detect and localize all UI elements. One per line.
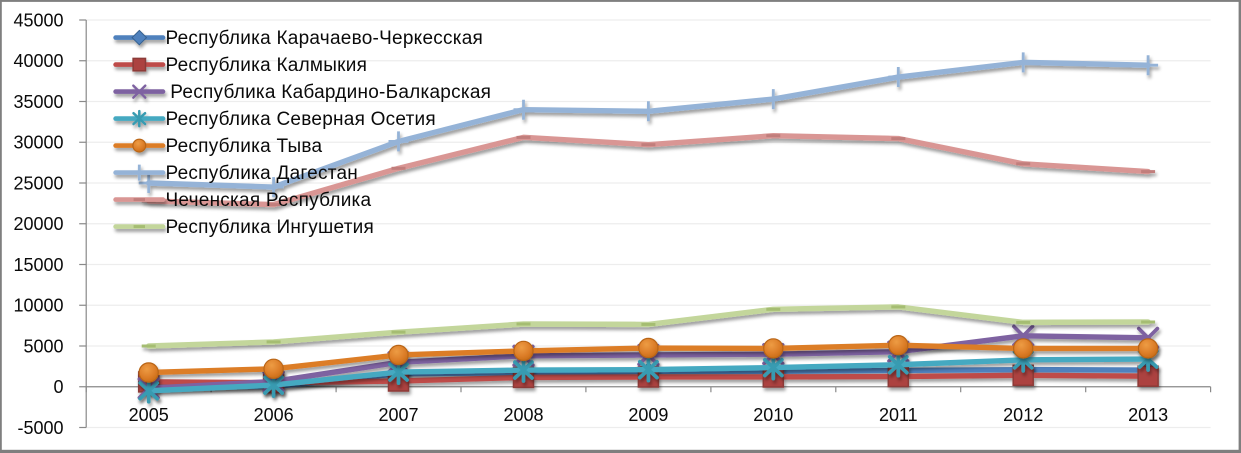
svg-text:2009: 2009 xyxy=(628,405,668,425)
svg-text:Республика Тыва: Республика Тыва xyxy=(166,136,323,157)
svg-text:15000: 15000 xyxy=(13,255,63,275)
svg-text:2011: 2011 xyxy=(879,405,918,425)
svg-text:2005: 2005 xyxy=(129,405,169,425)
svg-text:Республика Калмыкия: Республика Калмыкия xyxy=(166,55,368,76)
svg-text:2008: 2008 xyxy=(503,405,543,425)
svg-text:2007: 2007 xyxy=(378,405,418,425)
svg-text:Чеченская Республика: Чеченская Республика xyxy=(166,190,372,211)
svg-text:5000: 5000 xyxy=(23,336,63,356)
svg-text:Республика Ингушетия: Республика Ингушетия xyxy=(166,217,375,238)
svg-text:Республика Дагестан: Республика Дагестан xyxy=(166,163,359,184)
svg-text:Республика Кабардино-Балкарска: Республика Кабардино-Балкарская xyxy=(170,82,491,103)
svg-text:2010: 2010 xyxy=(753,405,793,425)
svg-text:45000: 45000 xyxy=(13,10,63,30)
svg-text:40000: 40000 xyxy=(13,51,63,71)
svg-text:0: 0 xyxy=(53,377,63,397)
svg-text:25000: 25000 xyxy=(13,173,63,193)
svg-text:Республика Северная Осетия: Республика Северная Осетия xyxy=(166,109,436,130)
svg-text:30000: 30000 xyxy=(13,133,63,153)
svg-text:-5000: -5000 xyxy=(17,418,63,438)
svg-text:Республика Карачаево-Черкесска: Республика Карачаево-Черкесская xyxy=(166,28,484,49)
svg-text:2006: 2006 xyxy=(254,405,294,425)
svg-text:10000: 10000 xyxy=(13,296,63,316)
svg-text:2012: 2012 xyxy=(1003,405,1043,425)
svg-text:2013: 2013 xyxy=(1128,405,1168,425)
svg-text:20000: 20000 xyxy=(13,214,63,234)
svg-text:35000: 35000 xyxy=(13,92,63,112)
